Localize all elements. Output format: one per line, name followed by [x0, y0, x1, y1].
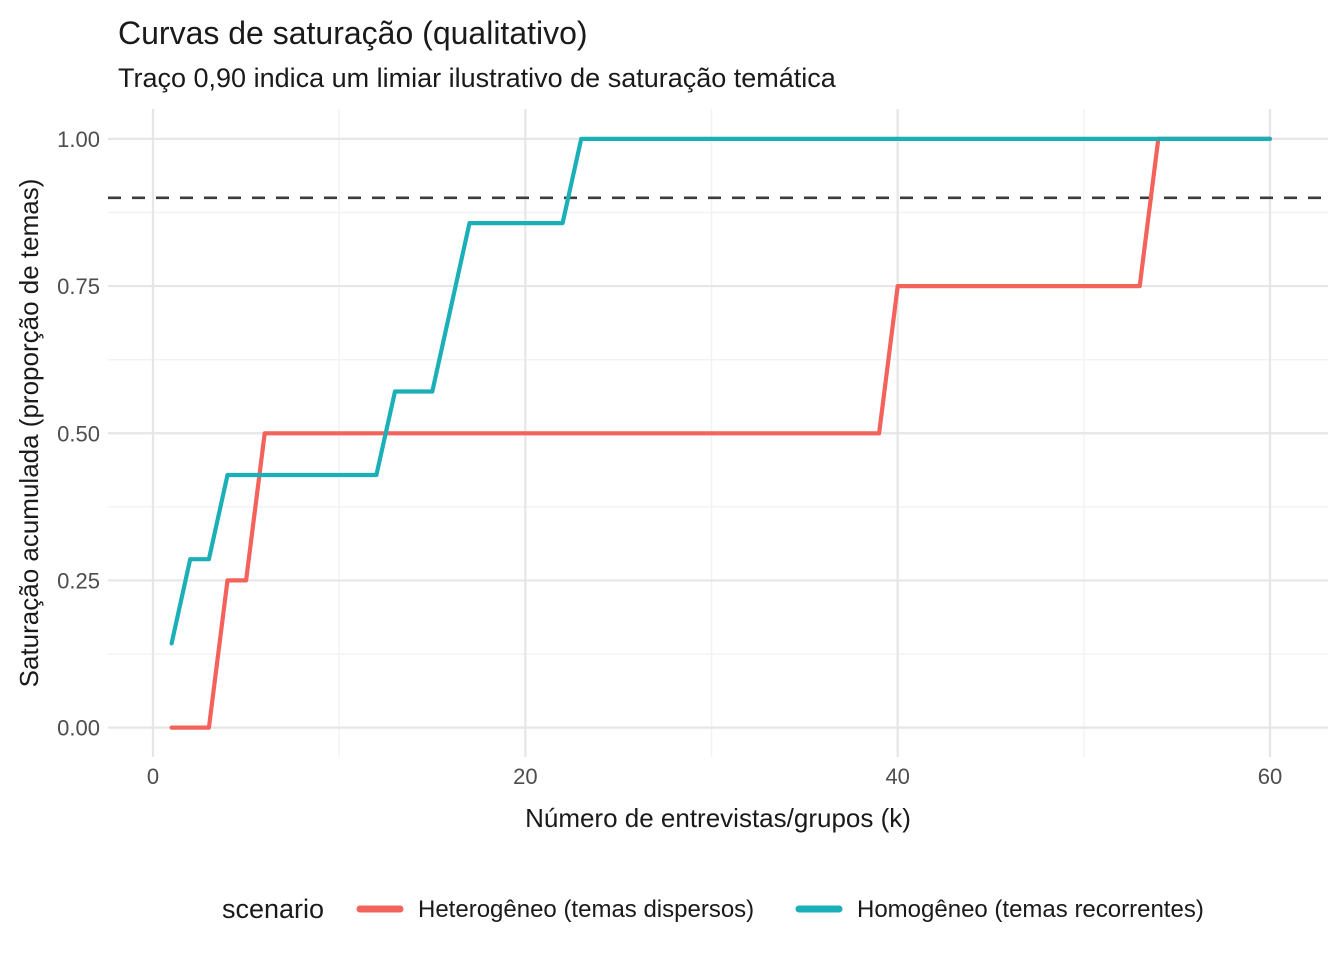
- grid-minor-lines: [108, 109, 1328, 757]
- y-axis-tick-labels: 0.00 0.25 0.50 0.75 1.00: [57, 127, 100, 741]
- x-axis-title: Número de entrevistas/grupos (k): [525, 803, 911, 833]
- y-tick-label: 0.50: [57, 421, 100, 446]
- y-tick-label: 0.75: [57, 274, 100, 299]
- legend-title: scenario: [222, 894, 324, 924]
- series-line-0: [169, 136, 1273, 730]
- legend: scenario Heterogêneo (temas dispersos) H…: [222, 894, 1204, 924]
- x-axis-tick-labels: 0 20 40 60: [147, 764, 1282, 789]
- x-tick-label: 60: [1258, 764, 1282, 789]
- legend-label-heterogeneo: Heterogêneo (temas dispersos): [418, 896, 754, 923]
- y-axis-title: Saturação acumulada (proporção de temas): [14, 179, 44, 688]
- x-tick-label: 40: [885, 764, 909, 789]
- chart-subtitle: Traço 0,90 indica um limiar ilustrativo …: [118, 63, 837, 93]
- series-line-1: [169, 136, 1273, 646]
- series-lines-layer: [169, 136, 1273, 730]
- y-tick-label: 1.00: [57, 127, 100, 152]
- chart-title: Curvas de saturação (qualitativo): [118, 15, 588, 51]
- y-tick-label: 0.25: [57, 568, 100, 593]
- x-tick-label: 20: [513, 764, 537, 789]
- legend-label-homogeneo: Homogêneo (temas recorrentes): [857, 896, 1204, 923]
- y-tick-label: 0.00: [57, 716, 100, 741]
- x-tick-label: 0: [147, 764, 159, 789]
